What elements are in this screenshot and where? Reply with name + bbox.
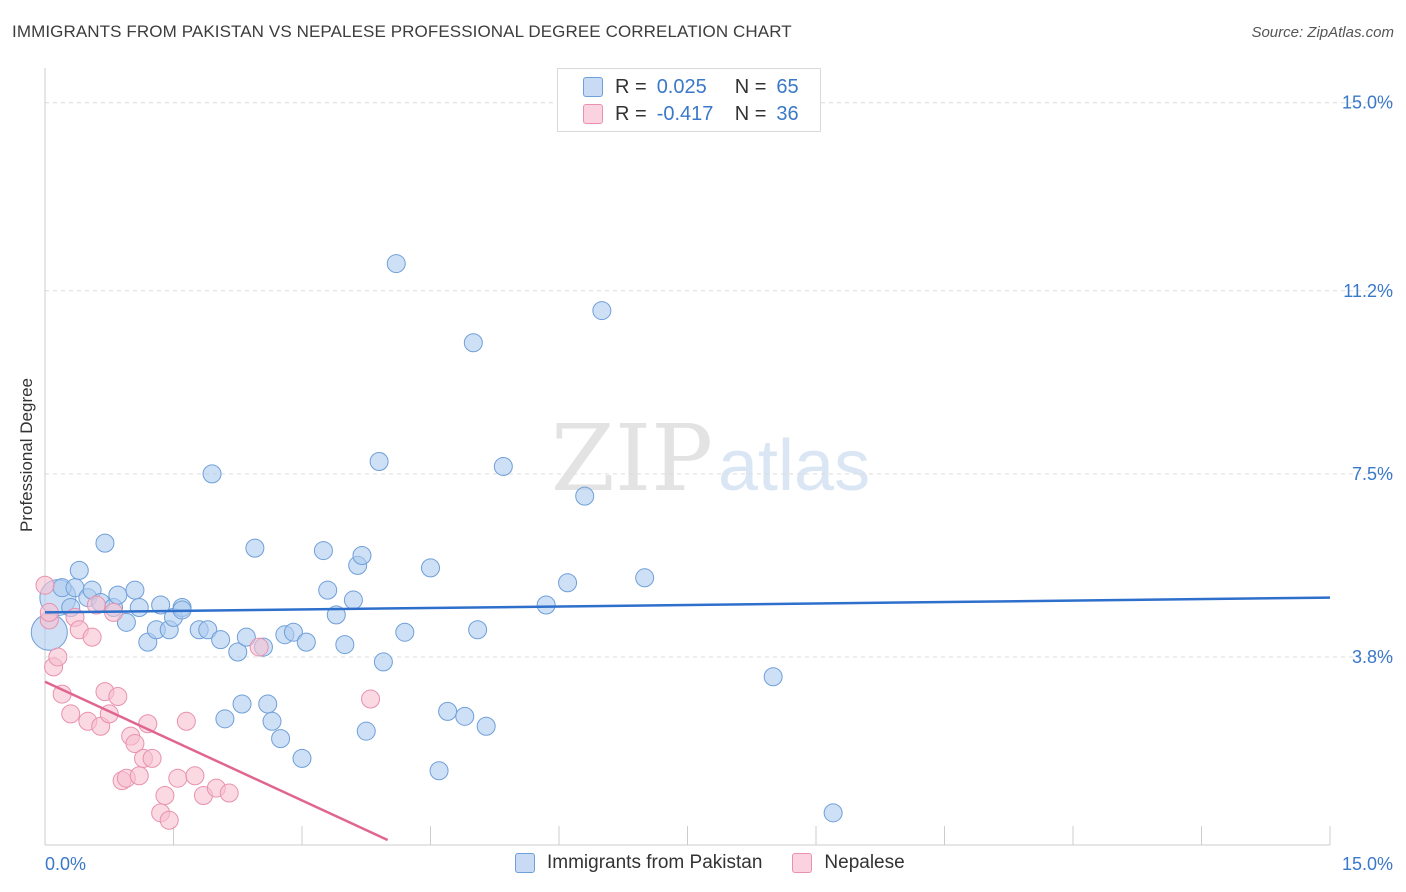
legend-item-nepalese: Nepalese (792, 852, 905, 874)
point-pakistan (395, 622, 415, 642)
legend-row-nepalese: R = -0.417 N = 36 (583, 103, 799, 125)
chart-title: IMMIGRANTS FROM PAKISTAN VS NEPALESE PRO… (12, 22, 792, 41)
legend-n-label: N = (734, 75, 767, 98)
point-pakistan (421, 558, 440, 578)
point-pakistan (326, 605, 346, 625)
point-pakistan (232, 694, 252, 714)
point-pakistan (245, 538, 265, 558)
point-pakistan (558, 573, 578, 593)
watermark-atlas: atlas (718, 426, 870, 506)
legend-label-nepalese: Nepalese (824, 852, 905, 873)
legend-swatch-pink (792, 853, 813, 873)
point-pakistan (228, 642, 248, 662)
point-pakistan (763, 667, 783, 687)
point-pakistan (292, 748, 312, 768)
point-pakistan (476, 716, 496, 736)
point-nepalese (155, 786, 175, 806)
point-nepalese (159, 810, 179, 830)
point-pakistan (69, 560, 89, 580)
point-pakistan (468, 620, 488, 640)
series-legend: Immigrants from Pakistan Nepalese (515, 852, 935, 874)
point-nepalese (249, 637, 269, 657)
y-tick-label: 11.2% (1343, 281, 1393, 301)
legend-item-pakistan: Immigrants from Pakistan (515, 852, 762, 874)
trendline-pakistan (44, 596, 1331, 614)
point-pakistan (373, 652, 393, 672)
point-nepalese (185, 766, 205, 786)
point-pakistan (202, 464, 222, 484)
point-pakistan (463, 333, 483, 353)
point-pakistan (386, 254, 406, 274)
legend-row-pakistan: R = 0.025 N = 65 (583, 76, 799, 98)
point-pakistan (296, 632, 316, 652)
point-pakistan (125, 580, 145, 600)
point-nepalese (82, 627, 102, 647)
point-pakistan (215, 709, 235, 729)
point-pakistan (493, 456, 513, 476)
point-pakistan (635, 568, 655, 588)
point-pakistan (352, 546, 372, 566)
point-pakistan (438, 701, 458, 721)
legend-swatch-blue (515, 853, 535, 873)
legend-r-label: R = (615, 102, 647, 125)
point-pakistan (455, 706, 475, 726)
x-tick-label: 15.0% (1342, 854, 1393, 874)
point-nepalese (125, 734, 145, 754)
y-tick-label: 3.8% (1352, 647, 1393, 667)
x-tick-label: 0.0% (45, 854, 86, 874)
point-pakistan (536, 595, 556, 615)
legend-n-label: N = (734, 102, 767, 125)
point-pakistan (429, 761, 449, 781)
point-nepalese (48, 647, 68, 667)
point-pakistan (258, 694, 278, 714)
legend-r-value: 0.025 (656, 75, 707, 98)
point-nepalese (129, 766, 149, 786)
point-pakistan (108, 585, 128, 605)
y-tick-label: 15.0% (1342, 93, 1393, 113)
point-pakistan (129, 597, 149, 617)
point-pakistan (313, 541, 333, 561)
point-pakistan (356, 721, 376, 741)
point-nepalese (142, 748, 162, 768)
point-pakistan (95, 533, 115, 553)
trendline-nepalese (44, 680, 389, 842)
point-nepalese (219, 783, 239, 803)
point-pakistan (236, 627, 256, 647)
point-pakistan (151, 595, 171, 615)
point-nepalese (108, 687, 128, 707)
legend-label-pakistan: Immigrants from Pakistan (547, 852, 763, 873)
legend-swatch-pink (583, 104, 603, 124)
legend-n-value: 36 (776, 102, 799, 125)
legend-n-value: 65 (776, 75, 799, 98)
correlation-legend: R = 0.025 N = 65 R = -0.417 N = 36 (557, 68, 821, 132)
point-nepalese (361, 689, 381, 709)
point-pakistan (369, 452, 389, 471)
legend-r-value: -0.417 (656, 102, 714, 125)
point-pakistan (211, 630, 231, 650)
point-nepalese (168, 768, 188, 788)
point-pakistan (823, 803, 843, 823)
point-nepalese (176, 711, 196, 731)
point-nepalese (86, 595, 106, 615)
legend-r-label: R = (615, 75, 647, 98)
point-pakistan (283, 622, 303, 642)
point-pakistan (343, 590, 363, 610)
point-pakistan (198, 620, 218, 640)
point-pakistan (318, 580, 338, 600)
point-pakistan (271, 729, 291, 749)
legend-swatch-blue (583, 77, 603, 97)
point-pakistan (592, 301, 612, 321)
point-pakistan (575, 486, 595, 506)
point-nepalese (35, 575, 55, 595)
point-pakistan (335, 635, 355, 655)
y-tick-label: 7.5% (1352, 464, 1393, 484)
point-pakistan (262, 711, 282, 731)
point-pakistan (116, 612, 136, 632)
point-nepalese (61, 704, 81, 724)
source-credit: Source: ZipAtlas.com (1251, 24, 1394, 41)
